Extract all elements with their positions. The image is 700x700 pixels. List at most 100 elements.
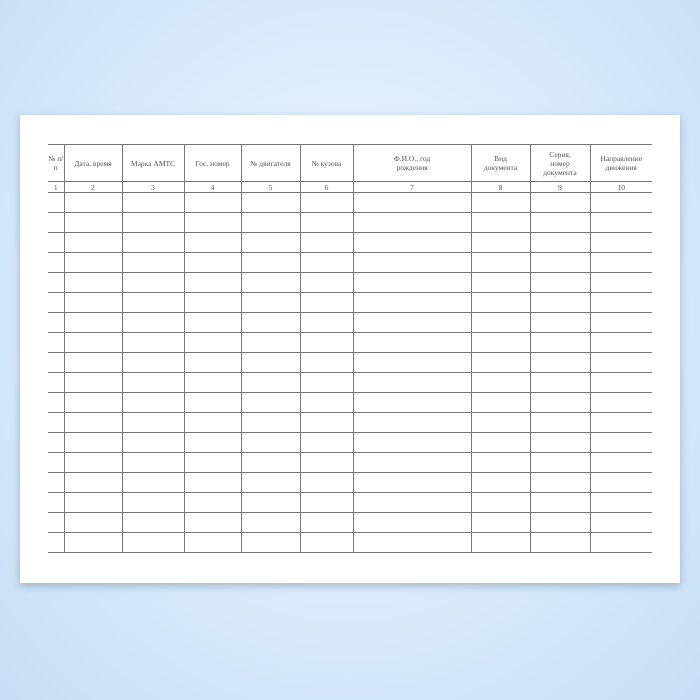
table-cell <box>63 432 123 453</box>
table-cell <box>121 312 185 333</box>
table-cell <box>470 332 531 353</box>
table-cell <box>470 392 531 413</box>
table-cell <box>589 312 652 333</box>
table-cell <box>352 452 472 473</box>
table-row <box>48 372 652 393</box>
table-cell <box>470 432 531 453</box>
table-cell <box>183 472 242 493</box>
table-cell <box>529 192 591 213</box>
table-cell <box>63 312 123 333</box>
table-row <box>48 412 652 433</box>
table-cell <box>183 272 242 293</box>
table-cell <box>183 192 242 213</box>
table-row <box>48 352 652 373</box>
table-row <box>48 212 652 233</box>
table-cell <box>470 512 531 533</box>
table-row <box>48 332 652 353</box>
table-cell <box>240 412 301 433</box>
table-cell <box>121 372 185 393</box>
table-cell <box>352 472 472 493</box>
table-cell <box>529 232 591 253</box>
table-row <box>48 312 652 333</box>
table-cell <box>240 532 301 553</box>
table-cell <box>240 232 301 253</box>
table-cell <box>352 212 472 233</box>
table-cell <box>589 212 652 233</box>
column-number: 8 <box>470 181 531 193</box>
column-header: № кузова <box>299 144 354 182</box>
table-cell <box>529 372 591 393</box>
column-number: 10 <box>589 181 652 193</box>
column-number: 9 <box>529 181 591 193</box>
table-cell <box>352 232 472 253</box>
table-cell <box>470 212 531 233</box>
table-cell <box>529 492 591 513</box>
table-cell <box>352 272 472 293</box>
table-cell <box>589 472 652 493</box>
table-cell <box>529 352 591 373</box>
table-cell <box>529 532 591 553</box>
table-cell <box>299 292 354 313</box>
column-header: Гос. номер <box>183 144 242 182</box>
table-cell <box>183 412 242 433</box>
document-page: № п/п Дата, время Марка АМТС Гос. номер … <box>20 115 680 583</box>
column-header: № двигателя <box>240 144 301 182</box>
table-cell <box>183 352 242 373</box>
table-cell <box>299 272 354 293</box>
table-cell <box>121 532 185 553</box>
table-cell <box>121 332 185 353</box>
table-cell <box>589 392 652 413</box>
table-cell <box>48 232 65 253</box>
column-number: 3 <box>121 181 185 193</box>
table-row <box>48 472 652 493</box>
table-cell <box>529 252 591 273</box>
table-cell <box>240 292 301 313</box>
table-cell <box>48 532 65 553</box>
table-cell <box>589 352 652 373</box>
table-cell <box>299 232 354 253</box>
table-row <box>48 272 652 293</box>
table-cell <box>121 272 185 293</box>
table-cell <box>63 212 123 233</box>
table-cell <box>48 492 65 513</box>
column-header: Направление движения <box>589 144 652 182</box>
table-cell <box>240 512 301 533</box>
table-cell <box>589 532 652 553</box>
table-cell <box>299 332 354 353</box>
table-row <box>48 292 652 313</box>
table-cell <box>121 232 185 253</box>
table-cell <box>589 232 652 253</box>
table-cell <box>352 532 472 553</box>
table-cell <box>121 192 185 213</box>
table-cell <box>529 412 591 433</box>
table-cell <box>121 452 185 473</box>
column-header: Серия, номер документа <box>529 144 591 182</box>
table-cell <box>240 252 301 273</box>
table-cell <box>470 472 531 493</box>
table-cell <box>299 532 354 553</box>
table-cell <box>299 392 354 413</box>
table-cell <box>183 292 242 313</box>
table-cell <box>63 292 123 313</box>
table-cell <box>63 452 123 473</box>
table-cell <box>589 192 652 213</box>
table-cell <box>240 312 301 333</box>
column-number: 7 <box>352 181 472 193</box>
table-cell <box>529 472 591 493</box>
table-row <box>48 192 652 213</box>
table-cell <box>48 312 65 333</box>
column-header: Дата, время <box>63 144 123 182</box>
table-cell <box>299 472 354 493</box>
table-cell <box>121 292 185 313</box>
table-cell <box>240 392 301 413</box>
table-cell <box>48 252 65 273</box>
table-cell <box>529 392 591 413</box>
table-cell <box>352 412 472 433</box>
table-cell <box>589 412 652 433</box>
column-header: № п/п <box>48 144 65 182</box>
table-cell <box>183 512 242 533</box>
table-cell <box>589 492 652 513</box>
table-cell <box>63 472 123 493</box>
column-number: 2 <box>63 181 123 193</box>
table-cell <box>48 372 65 393</box>
